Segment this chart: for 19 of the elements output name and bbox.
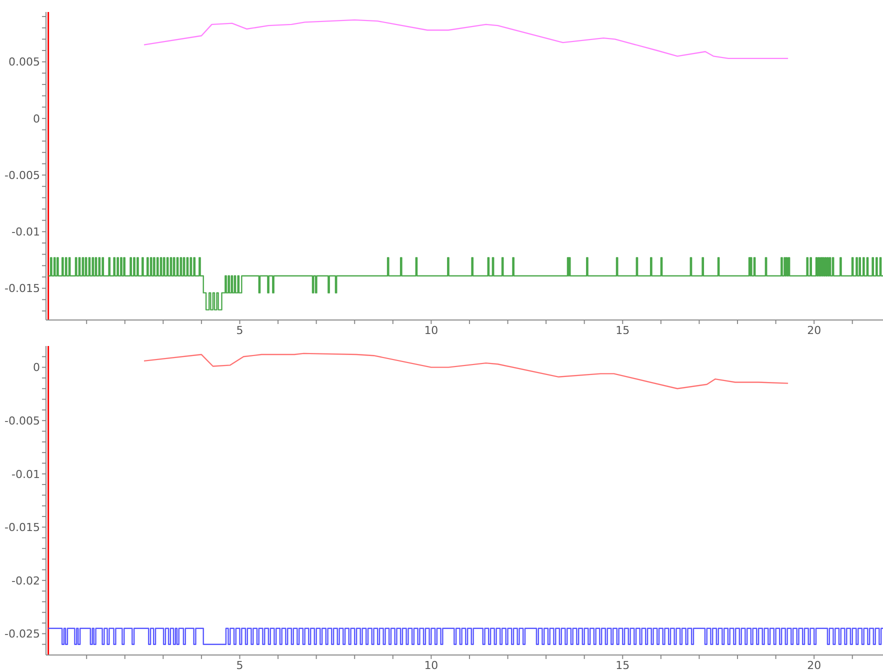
y-tick-label: -0.01 xyxy=(12,226,40,239)
y-tick-label: -0.005 xyxy=(4,414,40,428)
y-tick-label: -0.015 xyxy=(4,521,40,534)
y-tick-label: -0.015 xyxy=(4,282,40,296)
y-tick-label: 0.005 xyxy=(8,56,40,69)
y-tick-label: -0.02 xyxy=(12,574,40,588)
x-tick-label: 15 xyxy=(616,324,630,337)
x-tick-label: 15 xyxy=(616,658,630,672)
x-tick-label: 5 xyxy=(236,658,244,672)
y-tick-label: -0.005 xyxy=(4,168,40,182)
x-tick-label: 10 xyxy=(424,324,438,337)
x-tick-label: 10 xyxy=(424,658,438,672)
x-tick-label: 20 xyxy=(807,324,822,337)
x-tick-label: 5 xyxy=(236,324,244,337)
y-tick-label: 0 xyxy=(33,112,40,126)
y-tick-label: -0.01 xyxy=(12,468,40,481)
x-tick-label: 20 xyxy=(807,658,822,672)
y-tick-label: -0.025 xyxy=(4,628,40,641)
y-tick-label: 0 xyxy=(33,361,40,374)
